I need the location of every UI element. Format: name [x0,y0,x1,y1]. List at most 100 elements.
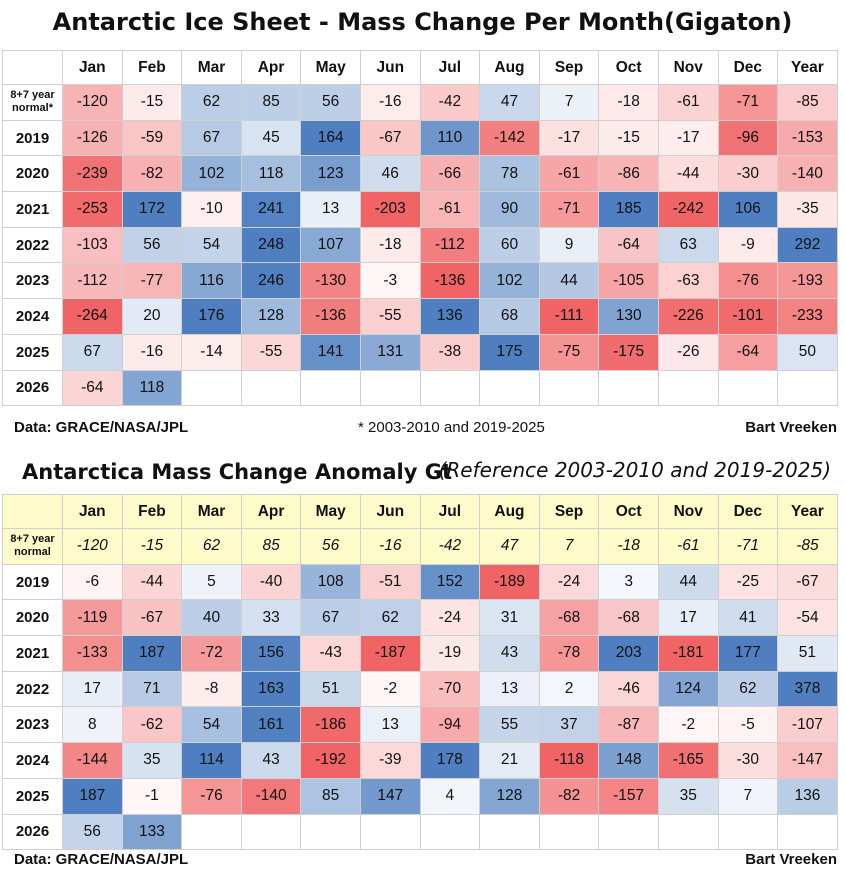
t2-value-cell: 55 [479,706,540,744]
t2-value-cell: -120 [62,528,123,565]
t2-value-cell: -40 [240,563,302,601]
t1-value-cell: -15 [121,84,183,121]
t2-value-cell: 67 [300,599,361,637]
t2-value-cell: -1 [121,777,183,815]
t2-value-cell: 54 [181,706,242,744]
t1-value-cell: 60 [479,226,540,264]
t1-value-cell [479,369,540,407]
t2-value-cell: 178 [419,742,481,779]
t1-row-label: 2024 [2,298,63,335]
t2-value-cell: -16 [359,528,421,565]
t2-value-cell: -30 [717,742,779,779]
t2-value-cell [300,813,361,851]
t2-col-header-oct: Oct [598,494,659,529]
t2-value-cell: 7 [717,777,779,815]
t1-value-cell [359,369,421,407]
t1-value-cell: -120 [62,84,123,121]
footnote: * 2003-2010 and 2019-2025 [358,419,545,436]
t1-value-cell: 56 [300,84,361,121]
t1-value-cell: -64 [598,226,659,264]
t1-value-cell: -193 [777,262,838,300]
t1-row-label: 2020 [2,155,63,193]
table2-title: Antarctica Mass Change Anomaly Gt [22,460,452,484]
t1-value-cell: -82 [121,155,183,193]
t1-value-cell: -126 [62,119,123,157]
t2-value-cell: 85 [240,528,302,565]
t1-value-cell: 102 [181,155,242,193]
t2-value-cell: -144 [62,742,123,779]
t1-col-header-jan: Jan [62,50,123,85]
t2-value-cell: -24 [538,563,600,601]
t2-value-cell: -5 [717,706,779,744]
t1-value-cell [240,369,302,407]
t2-value-cell: -133 [62,635,123,672]
t1-value-cell: 107 [300,226,361,264]
t2-value-cell: -85 [777,528,838,565]
t2-value-cell: 7 [538,528,600,565]
t2-value-cell: 3 [598,563,659,601]
t2-value-cell: -15 [121,528,183,565]
t1-value-cell: 141 [300,333,361,371]
t1-value-cell: -55 [359,298,421,335]
t2-value-cell: 128 [479,777,540,815]
t2-col-header-nov: Nov [657,494,719,529]
t2-value-cell: -187 [359,635,421,672]
t2-value-cell: -46 [598,670,659,708]
t2-value-cell: -2 [359,670,421,708]
anomaly-table: Jan Feb Mar Apr May Jun Jul Aug Sep Oct Nov Dec Year… [2,494,838,851]
t1-col-header-apr: Apr [240,50,302,85]
t2-row-label: 2019 [2,563,63,601]
t2-value-cell [181,813,242,851]
t1-value-cell: -61 [657,84,719,121]
t1-value-cell: -112 [419,226,481,264]
t2-value-cell: -19 [419,635,481,672]
t1-value-cell: -14 [181,333,242,371]
t2-value-cell: 51 [777,635,838,672]
t1-value-cell: -85 [777,84,838,121]
t1-value-cell: 67 [62,333,123,371]
t2-value-cell: 152 [419,563,481,601]
t2-value-cell: -8 [181,670,242,708]
t1-col-header-mar: Mar [181,50,242,85]
t1-row-label: 2021 [2,191,63,228]
t1-value-cell: -18 [598,84,659,121]
t2-col-header-jan: Jan [62,494,123,529]
t2-value-cell: 163 [240,670,302,708]
t1-value-cell: 248 [240,226,302,264]
t2-value-cell: -118 [538,742,600,779]
t1-value-cell: 20 [121,298,183,335]
t2-value-cell: -78 [538,635,600,672]
t1-value-cell: 175 [479,333,540,371]
t2-col-header-mar: Mar [181,494,242,529]
t2-value-cell [598,813,659,851]
mass-change-table: Jan Feb Mar Apr May Jun Jul Aug Sep Oct Nov Dec Year… [2,50,838,407]
t2-value-cell: -44 [121,563,183,601]
t2-row-label: 2021 [2,635,63,672]
t2-value-cell: 147 [359,777,421,815]
t1-value-cell: 164 [300,119,361,157]
t1-value-cell: -30 [717,155,779,193]
t2-value-cell: -62 [121,706,183,744]
t1-col-header-oct: Oct [598,50,659,85]
t2-col-header-aug: Aug [479,494,540,529]
t2-value-cell: -24 [419,599,481,637]
t2-value-cell: -61 [657,528,719,565]
t2-value-cell [479,813,540,851]
t1-value-cell: 130 [598,298,659,335]
t1-value-cell: -44 [657,155,719,193]
t1-value-cell: 62 [181,84,242,121]
t2-col-header-may: May [300,494,361,529]
t2-value-cell: 44 [657,563,719,601]
t2-value-cell: 8 [62,706,123,744]
table1-title: Antarctic Ice Sheet - Mass Change Per Mo… [52,8,793,36]
t2-value-cell: -68 [538,599,600,637]
t2-value-cell: 47 [479,528,540,565]
t1-value-cell: 85 [240,84,302,121]
t2-row-label: 2024 [2,742,63,779]
t1-value-cell: -61 [419,191,481,228]
t2-row-label: 2025 [2,777,63,815]
t1-value-cell: 44 [538,262,600,300]
t2-value-cell: 35 [121,742,183,779]
t2-col-header-jul: Jul [419,494,481,529]
t1-row-label: 8+7 year normal* [2,84,63,121]
